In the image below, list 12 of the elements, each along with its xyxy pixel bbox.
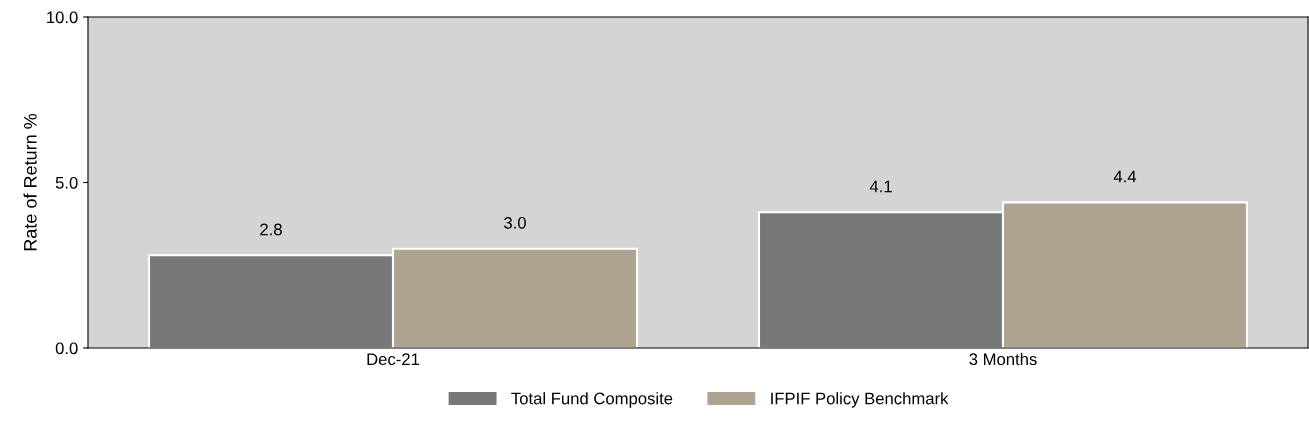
- y-tick-label: 5.0: [55, 176, 78, 189]
- data-label: 3.0: [504, 216, 526, 229]
- legend-label: Total Fund Composite: [511, 392, 673, 408]
- y-tick-label: 10.0: [47, 11, 78, 24]
- data-label: 2.8: [260, 223, 282, 236]
- data-label: 4.4: [1113, 170, 1137, 183]
- legend-label: IFPIF Policy Benchmark: [771, 392, 949, 408]
- y-tick-label: 0.0: [55, 342, 78, 355]
- x-tick-label: Dec-21: [367, 353, 420, 366]
- x-tick-label: 3 Months: [969, 352, 1037, 366]
- data-label: 4.1: [869, 180, 892, 193]
- y-axis-title: Rate of Return %: [23, 113, 37, 251]
